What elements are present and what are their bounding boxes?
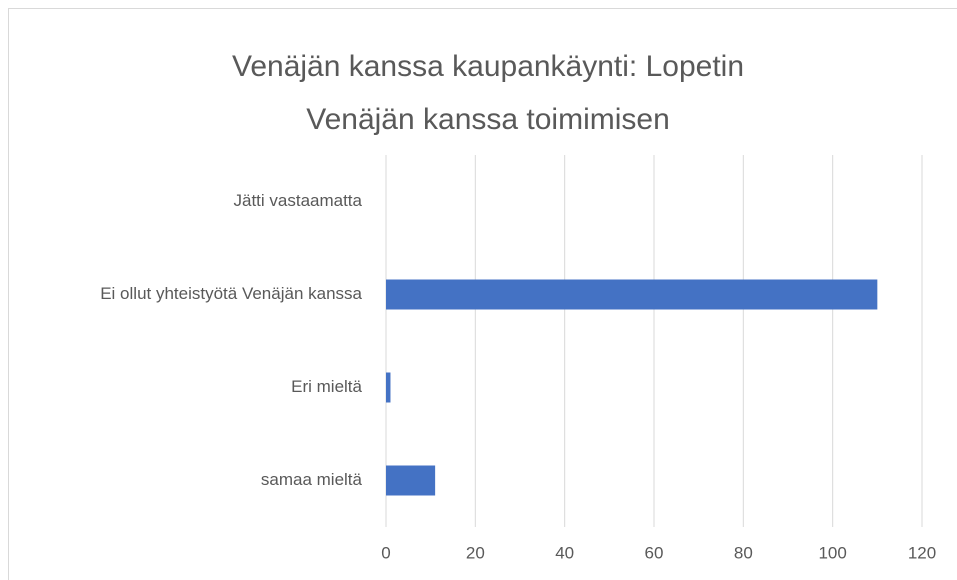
- bar: [386, 372, 391, 403]
- bar: [386, 279, 878, 310]
- x-tick-label: 60: [645, 543, 664, 562]
- x-tick-label: 20: [466, 543, 485, 562]
- y-tick-label: Ei ollut yhteistyötä Venäjän kanssa: [100, 284, 362, 303]
- y-tick-label: samaa mieltä: [261, 470, 363, 489]
- chart-title: Venäjän kanssa kaupankäynti: Lopetin Ven…: [231, 50, 745, 136]
- chart-border: [8, 8, 957, 580]
- y-tick-label: Jätti vastaamatta: [233, 191, 362, 210]
- y-tick-label: Eri mieltä: [291, 377, 362, 396]
- bar: [386, 465, 436, 496]
- x-tick-label: 40: [555, 543, 574, 562]
- x-tick-label: 100: [818, 543, 846, 562]
- x-tick-label: 80: [734, 543, 753, 562]
- x-tick-label: 0: [381, 543, 390, 562]
- x-tick-label: 120: [908, 543, 936, 562]
